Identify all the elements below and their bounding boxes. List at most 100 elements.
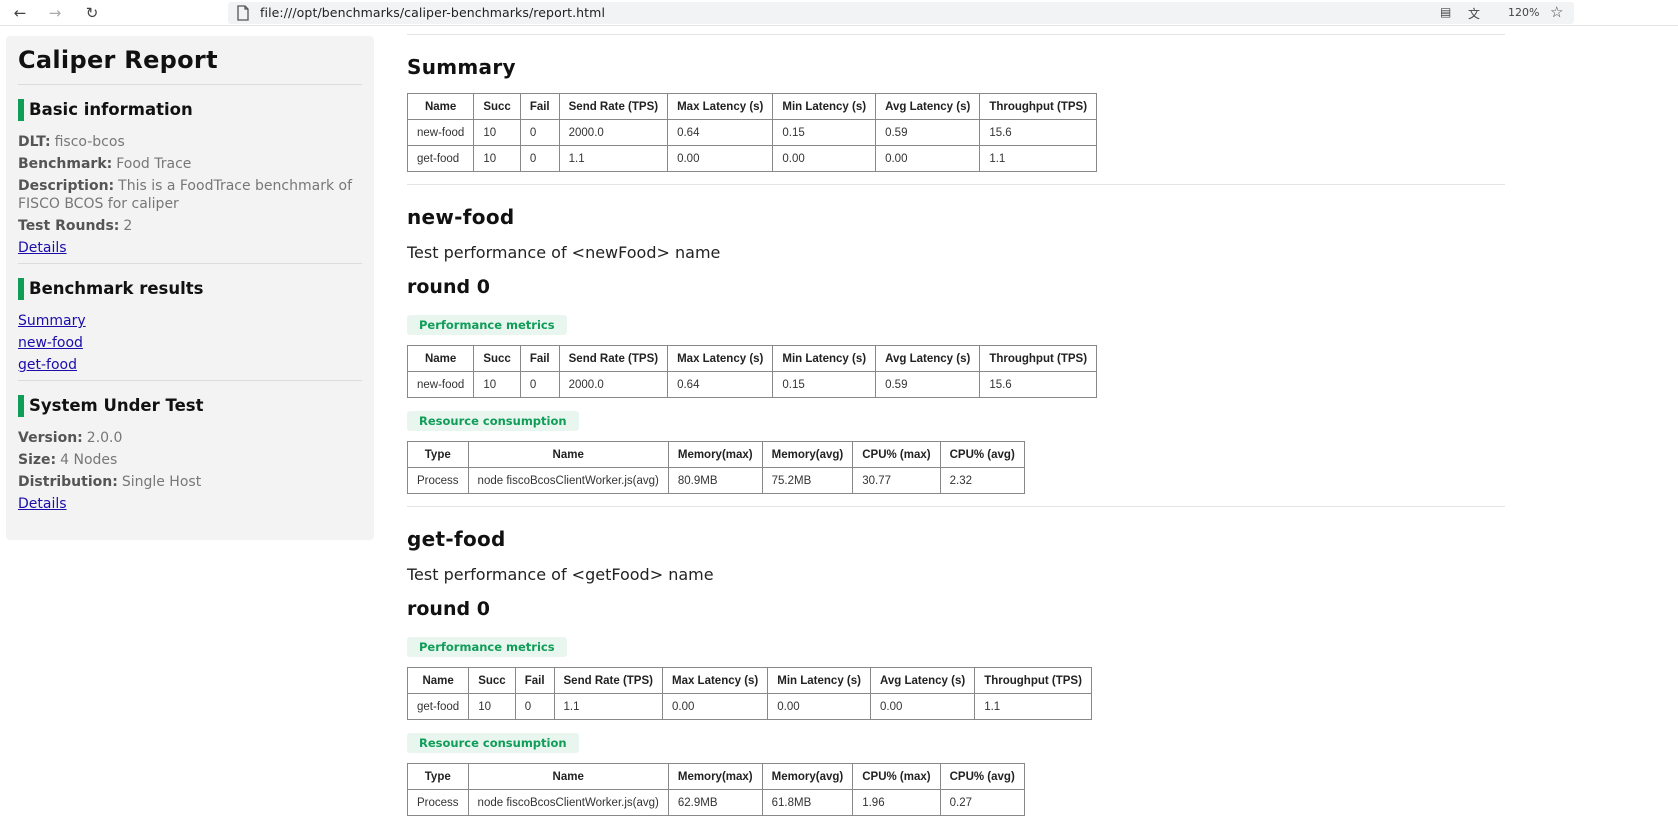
- column-header: Name: [467, 763, 669, 790]
- bookmark-star-icon[interactable]: ☆: [1550, 3, 1564, 21]
- table-cell: 0.64: [667, 119, 774, 146]
- column-header: Name: [406, 667, 470, 694]
- column-header: Fail: [519, 345, 560, 372]
- resource-consumption-tag: Resource consumption: [407, 733, 579, 753]
- reader-mode-icon[interactable]: ▤: [1440, 5, 1452, 19]
- column-header: Succ: [473, 93, 521, 120]
- column-header: Name: [467, 441, 669, 468]
- table-cell: new-food: [406, 371, 475, 398]
- table-row: Process node fiscoBcosClientWorker.js(avg…: [407, 467, 1025, 494]
- new-food-link[interactable]: new-food: [18, 335, 83, 351]
- column-header: Send Rate (TPS): [553, 667, 663, 694]
- column-header: Min Latency (s): [767, 667, 871, 694]
- url-text[interactable]: file:///opt/benchmarks/caliper-benchmark…: [260, 5, 606, 20]
- table-cell: 15.6: [979, 119, 1098, 146]
- table-cell: 0: [519, 119, 560, 146]
- summary-link[interactable]: Summary: [18, 313, 86, 329]
- summary-heading: Summary: [407, 55, 516, 79]
- address-bar[interactable]: file:///opt/benchmarks/caliper-benchmark…: [228, 2, 1574, 24]
- new-food-heading: new-food: [407, 205, 515, 229]
- benchmark-line: Benchmark: Food Trace: [18, 156, 192, 172]
- reload-icon[interactable]: ↻: [85, 4, 99, 22]
- table-cell: get-food: [406, 145, 475, 172]
- column-header: Type: [407, 441, 469, 468]
- report-title: Caliper Report: [18, 46, 362, 85]
- table-cell: 1.1: [553, 693, 663, 720]
- get-food-performance-table: Name Succ Fail Send Rate (TPS) Max Latency (…: [406, 667, 1092, 720]
- table-cell: 0.00: [869, 693, 976, 720]
- get-food-heading: get-food: [407, 527, 506, 551]
- description-line: Description: This is a FoodTrace benchmar…: [18, 178, 353, 212]
- divider: [18, 380, 362, 381]
- table-row: new-food 10 0 2000.0 0.64 0.15 0.59 15.6: [406, 119, 1098, 146]
- new-food-description: Test performance of <newFood> name: [407, 243, 721, 262]
- table-cell: 1.1: [558, 145, 669, 172]
- page-icon: [237, 5, 249, 21]
- table-cell: 80.9MB: [667, 467, 763, 494]
- zoom-level[interactable]: 120%: [1508, 6, 1540, 19]
- table-cell: 0.00: [667, 145, 774, 172]
- benchmark-results-heading: Benchmark results: [18, 278, 362, 300]
- table-cell: 0.64: [667, 371, 774, 398]
- table-cell: Process: [407, 467, 469, 494]
- distribution-line: Distribution: Single Host: [18, 474, 202, 490]
- table-cell: 0.59: [875, 119, 981, 146]
- column-header: Memory(max): [667, 763, 763, 790]
- table-cell: 10: [473, 119, 521, 146]
- column-header: Type: [407, 763, 469, 790]
- translate-icon[interactable]: 文: [1468, 7, 1481, 21]
- column-header: CPU% (max): [852, 763, 941, 790]
- table-cell: new-food: [406, 119, 475, 146]
- basic-details-link[interactable]: Details: [18, 240, 67, 256]
- column-header: Send Rate (TPS): [558, 93, 669, 120]
- column-header: Max Latency (s): [661, 667, 769, 694]
- column-header: Throughput (TPS): [979, 345, 1098, 372]
- sut-heading: System Under Test: [18, 395, 362, 417]
- resource-consumption-tag: Resource consumption: [407, 411, 579, 431]
- column-header: Min Latency (s): [772, 345, 877, 372]
- table-cell: 0.00: [875, 145, 981, 172]
- column-header: Throughput (TPS): [979, 93, 1098, 120]
- back-icon[interactable]: ←: [13, 4, 27, 22]
- new-food-round-heading: round 0: [407, 276, 490, 298]
- table-cell: 0: [514, 693, 555, 720]
- table-cell: 0.27: [939, 789, 1025, 816]
- column-header: Avg Latency (s): [875, 93, 981, 120]
- table-cell: 2000.0: [558, 371, 669, 398]
- table-row: get-food 10 0 1.1 0.00 0.00 0.00 1.1: [406, 145, 1098, 172]
- performance-metrics-tag: Performance metrics: [407, 637, 567, 657]
- column-header: Send Rate (TPS): [558, 345, 669, 372]
- column-header: Memory(avg): [761, 441, 854, 468]
- dlt-line: DLT: fisco-bcos: [18, 134, 125, 150]
- table-cell: get-food: [406, 693, 470, 720]
- test-rounds-line: Test Rounds: 2: [18, 218, 133, 234]
- column-header: Succ: [468, 667, 516, 694]
- column-header: CPU% (avg): [939, 763, 1025, 790]
- column-header: Max Latency (s): [667, 345, 774, 372]
- table-cell: 61.8MB: [761, 789, 854, 816]
- divider: [407, 184, 1505, 185]
- table-cell: 10: [473, 371, 521, 398]
- table-cell: 0.00: [772, 145, 877, 172]
- table-cell: 0: [519, 145, 560, 172]
- get-food-round-heading: round 0: [407, 598, 490, 620]
- column-header: Memory(max): [667, 441, 763, 468]
- column-header: Max Latency (s): [667, 93, 774, 120]
- divider: [407, 34, 1505, 35]
- get-food-link[interactable]: get-food: [18, 357, 77, 373]
- performance-metrics-tag: Performance metrics: [407, 315, 567, 335]
- get-food-resource-table: Type Name Memory(max) Memory(avg) CPU% (max)…: [407, 763, 1025, 816]
- table-cell: 2.32: [939, 467, 1025, 494]
- column-header: Avg Latency (s): [875, 345, 981, 372]
- table-cell: 2000.0: [558, 119, 669, 146]
- forward-icon[interactable]: →: [48, 4, 62, 22]
- table-cell: 62.9MB: [667, 789, 763, 816]
- sut-details-link[interactable]: Details: [18, 496, 67, 512]
- table-cell: 0.00: [661, 693, 769, 720]
- new-food-performance-table: Name Succ Fail Send Rate (TPS) Max Latency (…: [406, 345, 1098, 398]
- column-header: Succ: [473, 345, 521, 372]
- sidebar: Caliper Report Basic information DLT: fis…: [6, 36, 374, 540]
- size-line: Size: 4 Nodes: [18, 452, 118, 468]
- table-cell: 15.6: [979, 371, 1098, 398]
- column-header: CPU% (max): [852, 441, 941, 468]
